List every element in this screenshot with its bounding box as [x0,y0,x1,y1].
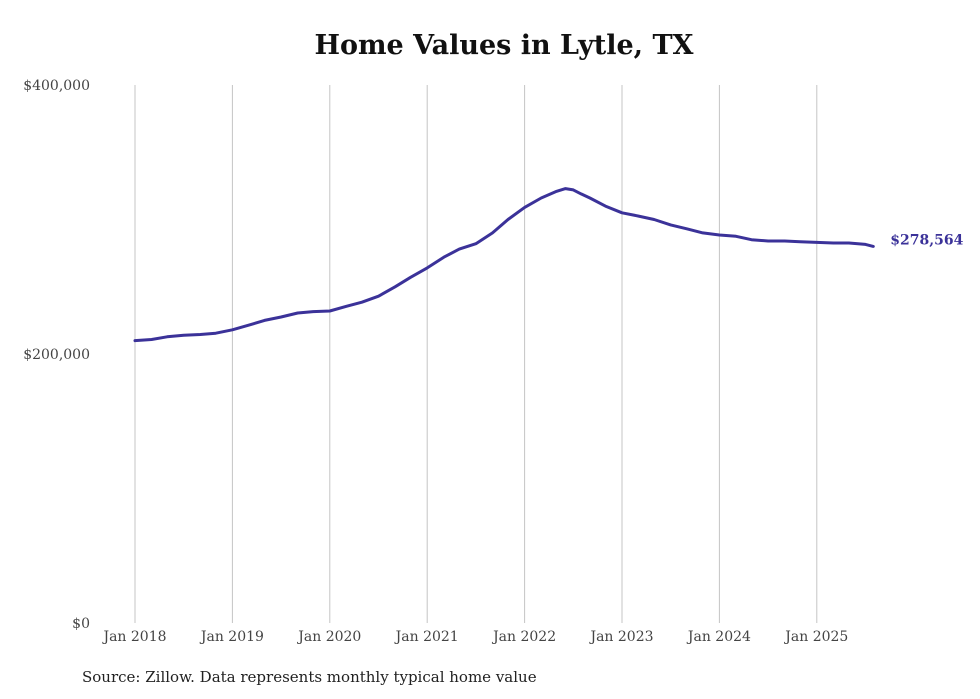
source-note: Source: Zillow. Data represents monthly … [82,668,537,686]
y-tick-label: $400,000 [23,78,90,94]
x-tick-label: Jan 2022 [491,629,556,645]
series-layer [133,187,875,343]
x-tick-label: Jan 2020 [296,629,361,645]
x-tick-label: Jan 2018 [101,629,166,645]
series-line-0 [133,187,875,343]
y-tick-label: $0 [72,616,90,632]
x-tick-label: Jan 2021 [394,629,459,645]
x-tick-label: Jan 2024 [686,629,751,645]
gridlines [134,85,818,623]
x-axis-tick-labels: Jan 2018 Jan 2019 Jan 2020 Jan 2021 Jan 2022… [101,629,848,645]
label-layer: $278,564 [890,232,963,248]
y-axis-tick-labels: $0 $200,000 $400,000 [23,78,90,632]
x-tick-label: Jan 2023 [588,629,653,645]
chart-title: Home Values in Lytle, TX [314,30,694,61]
end-value-label: $278,564 [890,232,963,248]
x-tick-label: Jan 2025 [783,629,848,645]
y-tick-label: $200,000 [23,347,90,363]
x-tick-label: Jan 2019 [199,629,264,645]
